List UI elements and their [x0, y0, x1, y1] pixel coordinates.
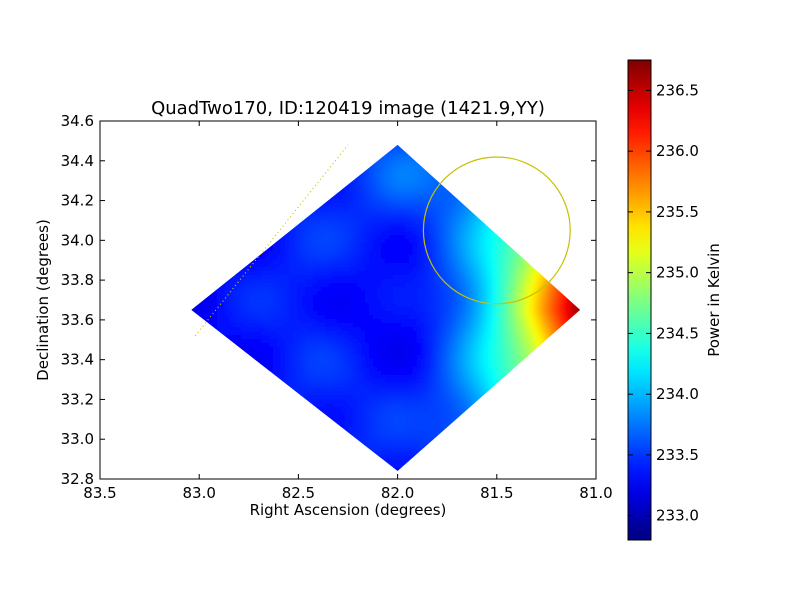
- beam-circle: [422, 156, 571, 305]
- colorbar-label: Power in Kelvin: [705, 243, 723, 357]
- x-tick-label: 82.5: [282, 484, 315, 502]
- y-tick-label: 34.0: [61, 231, 94, 249]
- colorbar-frame: [627, 59, 652, 541]
- y-axis: 32.8 33.0 33.2 33.4 33.6 33.8 34.0 34.2 34.4 34.6: [61, 112, 596, 488]
- colorbar-fill: [628, 60, 651, 540]
- colorbar-tick-label: 236.5: [656, 81, 699, 99]
- y-tick-label: 33.6: [61, 311, 94, 329]
- y-tick-label: 33.8: [61, 271, 94, 289]
- colorbar-tick-label: 234.5: [656, 324, 699, 342]
- y-tick-label: 34.6: [61, 112, 94, 130]
- colorbar-tick-label: 235.0: [656, 264, 699, 282]
- x-axis-label: Right Ascension (degrees): [250, 501, 447, 519]
- dotted-boundary-line: [194, 144, 349, 337]
- x-tick-label: 83.0: [182, 484, 215, 502]
- plot-frame: [99, 120, 597, 480]
- colorbar-tick-label: 233.0: [656, 507, 699, 525]
- y-tick-label: 33.4: [61, 351, 94, 369]
- annotations: [194, 144, 571, 337]
- colorbar-tick-label: 235.5: [656, 203, 699, 221]
- y-tick-label: 33.2: [61, 390, 94, 408]
- y-tick-label: 33.0: [61, 430, 94, 448]
- colorbar-tick-label: 236.0: [656, 142, 699, 160]
- y-tick-label: 34.2: [61, 192, 94, 210]
- colorbar-ticks: 233.0 233.5 234.0 234.5 235.0 235.5 236.0 236.5: [628, 81, 699, 525]
- x-axis: 83.5 83.0 82.5 82.0 81.5 81.0: [83, 121, 613, 502]
- colorbar-tick-label: 233.5: [656, 446, 699, 464]
- x-tick-label: 82.0: [381, 484, 414, 502]
- plot-area: 83.5 83.0 82.5 82.0 81.5 81.0 32.8 33.0 33.2 33.…: [61, 112, 613, 502]
- y-tick-label: 34.4: [61, 152, 94, 170]
- x-tick-label: 83.5: [83, 484, 116, 502]
- x-tick-label: 81.5: [480, 484, 513, 502]
- y-tick-label: 32.8: [61, 470, 94, 488]
- colorbar: 233.0 233.5 234.0 234.5 235.0 235.5 236.0 236.5…: [627, 59, 723, 541]
- colorbar-tick-label: 234.0: [656, 385, 699, 403]
- y-axis-label: Declination (degrees): [34, 219, 52, 381]
- chart-title: QuadTwo170, ID:120419 image (1421.9,YY): [151, 98, 545, 119]
- x-tick-label: 81.0: [579, 484, 612, 502]
